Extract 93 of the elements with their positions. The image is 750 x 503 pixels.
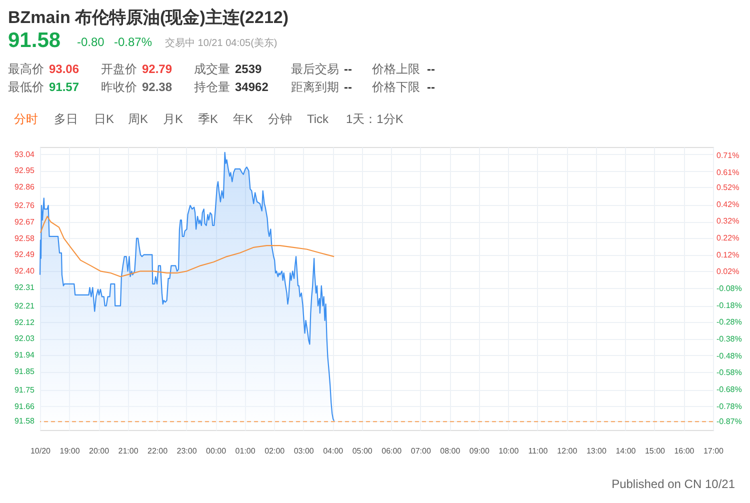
text: 最后交易 xyxy=(291,62,339,76)
text: 周K xyxy=(128,112,148,126)
y2-tick-label: -0.68% xyxy=(716,385,742,394)
text: 分钟 xyxy=(268,112,292,126)
x-tick-label: 22:00 xyxy=(148,446,168,456)
x-tick-label: 07:00 xyxy=(410,446,432,456)
text: 昨收价 xyxy=(101,80,137,94)
y2-tick-label: -0.08% xyxy=(716,284,742,293)
x-tick-label: 02:00 xyxy=(264,446,286,456)
x-tick-label: 23:00 xyxy=(176,446,198,456)
y-tick-label: 91.58 xyxy=(14,416,36,426)
y2-tick-label: -0.18% xyxy=(716,300,742,310)
text: 1天：1分K xyxy=(346,112,404,126)
text: 月K xyxy=(163,112,184,126)
y-tick-label: 92.03 xyxy=(14,334,36,344)
text: -0.80 xyxy=(77,35,105,49)
text: 91.57 xyxy=(49,80,80,94)
text: -- xyxy=(344,62,352,76)
y2-tick-label: -0.78% xyxy=(716,402,742,411)
y2-tick-label: 0.12% xyxy=(716,250,740,260)
y2-tick-label: -0.48% xyxy=(716,351,742,360)
text: 92.79 xyxy=(142,62,172,76)
y2-tick-label: -0.58% xyxy=(716,368,742,378)
text: 距离到期 xyxy=(291,80,339,94)
text: 价格上限 xyxy=(371,62,420,76)
y-tick-label: 91.66 xyxy=(14,402,36,411)
text: 分时 xyxy=(14,112,38,126)
x-tick-label: 11:00 xyxy=(528,446,548,456)
x-tick-label: 14:00 xyxy=(616,446,636,456)
x-tick-label: 19:00 xyxy=(60,446,80,456)
text: 最低价 xyxy=(8,80,44,94)
x-tick-label: 10:00 xyxy=(498,446,520,456)
x-tick-label: 01:00 xyxy=(235,446,256,456)
x-tick-label: 06:00 xyxy=(382,446,402,456)
x-tick-label: 04:00 xyxy=(323,446,344,456)
x-tick-label: 17:00 xyxy=(703,446,724,456)
text: -- xyxy=(427,80,435,94)
x-tick-label: 09:00 xyxy=(469,446,490,456)
y-tick-label: 92.58 xyxy=(14,234,36,243)
text: 最高价 xyxy=(8,62,44,76)
text: 多日 xyxy=(54,112,78,126)
x-tick-label: 12:00 xyxy=(557,446,578,456)
y2-tick-label: 0.22% xyxy=(716,233,740,242)
y-tick-label: 92.40 xyxy=(14,266,36,276)
y-tick-label: 92.12 xyxy=(14,318,36,327)
x-tick-label: 03:00 xyxy=(294,446,314,456)
y-tick-label: 92.67 xyxy=(14,217,36,226)
text: Tick xyxy=(307,112,330,126)
y-tick-label: 92.95 xyxy=(14,166,36,176)
text: 日K xyxy=(94,112,114,126)
y2-tick-label: 0.02% xyxy=(716,267,740,276)
y2-tick-label: 0.61% xyxy=(716,168,740,177)
y-tick-label: 91.85 xyxy=(14,367,36,376)
x-tick-label: 16:00 xyxy=(674,446,695,456)
y-tick-label: 92.31 xyxy=(14,283,36,292)
text: 交易中 10/21 04:05(美东) xyxy=(165,37,278,49)
text: -0.87% xyxy=(114,35,152,49)
chart-title: BZmain 布伦特原油(现金)主连(2212) xyxy=(8,8,289,27)
y-tick-label: 92.76 xyxy=(14,200,36,210)
text: 季K xyxy=(198,112,218,126)
y-tick-label: 91.75 xyxy=(14,385,36,394)
y2-tick-label: 0.32% xyxy=(716,216,740,226)
text: -- xyxy=(344,80,352,94)
y-tick-label: 93.04 xyxy=(14,150,36,159)
y-tick-label: 92.21 xyxy=(14,301,36,310)
y2-tick-label: 0.42% xyxy=(716,200,740,209)
text: -- xyxy=(427,62,435,76)
x-tick-label: 21:00 xyxy=(118,446,139,456)
y-tick-label: 91.94 xyxy=(14,350,36,360)
text: 开盘价 xyxy=(101,62,137,76)
text: 92.38 xyxy=(142,80,172,94)
text: 34962 xyxy=(235,80,269,94)
x-tick-label: 13:00 xyxy=(586,446,608,456)
y2-tick-label: -0.28% xyxy=(716,318,742,327)
text: Published on CN 10/21 xyxy=(612,477,736,491)
text: 持仓量 xyxy=(194,80,230,94)
text: 成交量 xyxy=(194,62,230,76)
y2-tick-label: 0.71% xyxy=(716,150,740,160)
text: 93.06 xyxy=(49,62,80,76)
y2-tick-label: 0.52% xyxy=(716,182,740,192)
x-tick-label: 20:00 xyxy=(89,446,110,456)
x-tick-label: 15:00 xyxy=(644,446,666,456)
y2-tick-label: -0.87% xyxy=(716,417,742,426)
x-tick-label: 08:00 xyxy=(440,446,461,456)
y-tick-label: 92.86 xyxy=(14,182,36,192)
x-tick-label: 05:00 xyxy=(352,446,373,456)
x-tick-label: 00:00 xyxy=(206,446,227,456)
y-tick-label: 92.49 xyxy=(14,250,36,260)
y2-tick-label: -0.38% xyxy=(716,334,742,344)
text: 2539 xyxy=(235,62,262,76)
x-tick-label: 10/20 xyxy=(30,446,52,456)
text: 年K xyxy=(233,112,254,126)
text: 价格下限 xyxy=(371,80,420,94)
